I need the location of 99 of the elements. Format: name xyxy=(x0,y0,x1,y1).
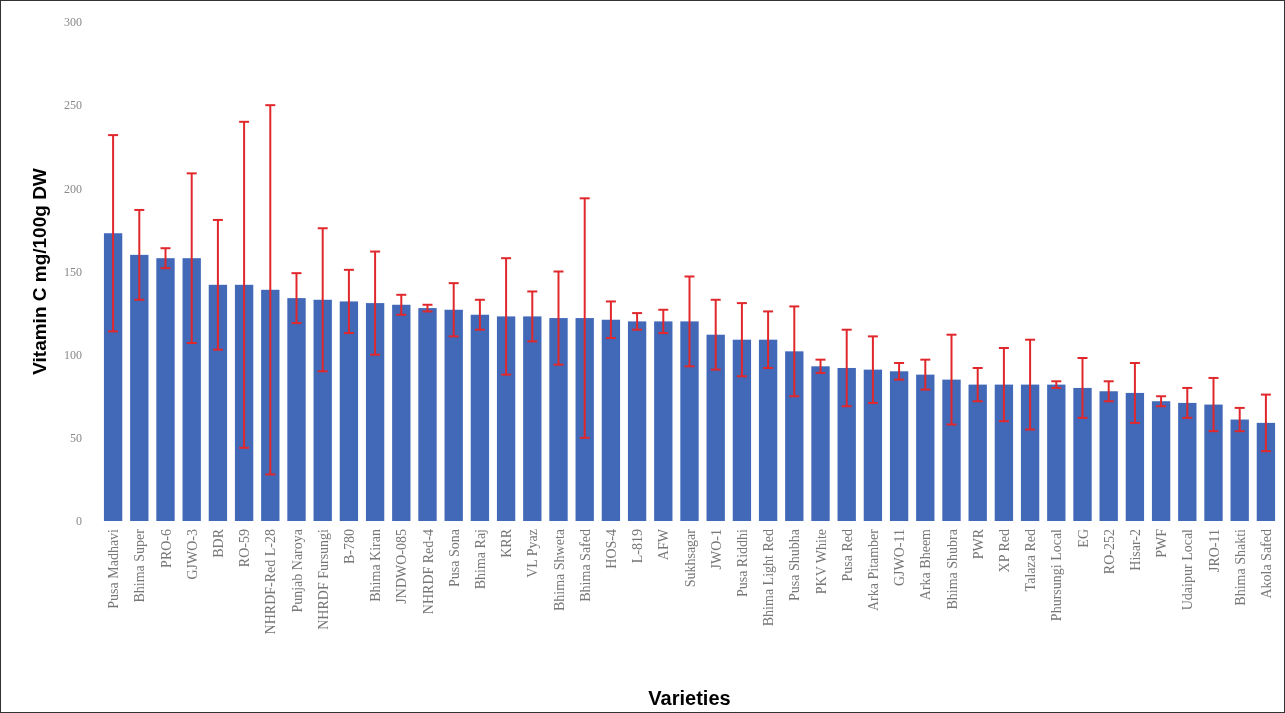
bar xyxy=(1178,402,1197,521)
bar xyxy=(1256,422,1276,521)
x-tick-label: Bhima Super xyxy=(132,528,148,603)
x-tick-label: NHRDF-Red L-28 xyxy=(263,529,279,635)
bar xyxy=(680,321,699,521)
bar xyxy=(575,318,594,521)
bar xyxy=(1047,384,1066,521)
bar xyxy=(1151,401,1171,521)
bar xyxy=(392,304,411,521)
x-tick-label: RO-252 xyxy=(1101,529,1117,575)
bar xyxy=(234,284,254,521)
x-tick-label: Arka Pitamber xyxy=(865,528,881,612)
bar xyxy=(889,371,909,521)
x-tick-label: Pusa Shubha xyxy=(787,528,803,601)
bar xyxy=(863,369,883,521)
bar xyxy=(601,319,621,521)
bar xyxy=(732,339,752,521)
x-tick-label: Pusa Red xyxy=(839,529,855,582)
bar xyxy=(627,321,647,521)
x-tick-label: PWF xyxy=(1154,528,1170,558)
y-tick-label: 250 xyxy=(64,98,82,113)
bar xyxy=(1099,391,1118,521)
y-tick-label: 0 xyxy=(76,514,82,529)
x-tick-label: PRO-6 xyxy=(158,529,174,568)
bar xyxy=(103,233,123,521)
y-tick-label: 100 xyxy=(64,347,82,362)
x-tick-label: Pusa Madhavi xyxy=(106,528,122,609)
bar xyxy=(523,316,542,521)
x-tick-label: VL Pyaz xyxy=(525,529,541,578)
x-tick-label: NHRDF Fursungi xyxy=(315,528,331,630)
x-tick-label: JNDWO-085 xyxy=(394,529,410,604)
x-tick-label: Punjab Naroya xyxy=(289,528,305,613)
y-axis-title: Vitamin C mg/100g DW xyxy=(29,168,50,375)
x-tick-label: JWO-1 xyxy=(708,529,724,570)
x-tick-label: Pusa Sona xyxy=(446,528,462,587)
bar xyxy=(916,374,935,521)
bar xyxy=(1125,392,1145,521)
y-tick-label: 50 xyxy=(70,431,82,446)
y-tick-label: 200 xyxy=(64,181,82,196)
x-tick-label: GJWO-3 xyxy=(184,529,200,580)
x-tick-label: KRR xyxy=(499,528,515,558)
x-tick-label: Bhima Kiran xyxy=(368,529,384,602)
bar xyxy=(994,384,1014,521)
bar xyxy=(654,321,673,521)
x-tick-label: Bhima Safed xyxy=(577,529,593,602)
bar xyxy=(496,316,516,521)
x-tick-label: Bhima Shweta xyxy=(551,528,567,612)
x-tick-label: Arka Bheem xyxy=(918,528,934,601)
x-tick-label: Akola Safed xyxy=(1258,529,1274,599)
x-tick-label: Sukhsagar xyxy=(682,528,698,588)
bar xyxy=(208,284,228,521)
bar xyxy=(444,309,463,521)
x-tick-label: PKV White xyxy=(813,529,829,595)
bar xyxy=(1230,419,1249,521)
x-tick-label: AFW xyxy=(656,528,672,561)
bar xyxy=(313,299,332,521)
bar xyxy=(942,379,961,521)
bar xyxy=(339,301,359,521)
x-tick-label: HOS-4 xyxy=(603,529,619,569)
x-tick-label: GJWO-11 xyxy=(892,529,908,587)
bar xyxy=(261,289,280,521)
x-tick-label: Udaipur Local xyxy=(1180,528,1196,611)
x-tick-label: JRO-11 xyxy=(1206,529,1222,573)
x-tick-label: Phursungi Local xyxy=(1049,528,1065,622)
x-axis-title: Varieties xyxy=(648,687,731,709)
x-tick-label: NHRDF Red-4 xyxy=(420,529,436,615)
bar xyxy=(837,367,856,521)
y-tick-label: 300 xyxy=(64,15,82,30)
x-tick-label: EG xyxy=(1075,529,1091,548)
x-tick-label: Bhima Raj xyxy=(472,529,488,590)
bar xyxy=(1073,387,1092,521)
bar xyxy=(706,334,725,521)
x-tick-label: Pusa Riddhi xyxy=(734,528,750,598)
bar xyxy=(287,298,306,521)
x-tick-label: B-780 xyxy=(341,529,357,564)
y-tick-label: 150 xyxy=(64,264,82,279)
bar xyxy=(968,384,987,521)
bar xyxy=(182,258,201,521)
bar xyxy=(758,339,778,521)
x-tick-label: XP Red xyxy=(996,529,1012,573)
x-tick-label: Talaza Red xyxy=(1023,529,1039,592)
bar xyxy=(811,366,830,521)
x-tick-label: Bhima Light Red xyxy=(761,529,777,627)
bar xyxy=(470,314,490,521)
bar xyxy=(1204,404,1223,521)
bar xyxy=(418,308,437,521)
bar xyxy=(365,303,385,521)
x-tick-label: Bhima Shakti xyxy=(1232,528,1248,606)
x-tick-label: Bhima Shubra xyxy=(944,528,960,610)
x-tick-label: L-819 xyxy=(630,529,646,564)
bar xyxy=(785,351,804,521)
bar xyxy=(1020,384,1040,521)
bar xyxy=(156,258,175,521)
x-tick-label: PWR xyxy=(970,528,986,560)
x-tick-label: Hisar-2 xyxy=(1127,529,1143,571)
x-tick-label: BDR xyxy=(210,528,226,558)
bar xyxy=(549,318,568,521)
bar xyxy=(130,254,149,521)
x-tick-label: RO-59 xyxy=(237,529,253,568)
